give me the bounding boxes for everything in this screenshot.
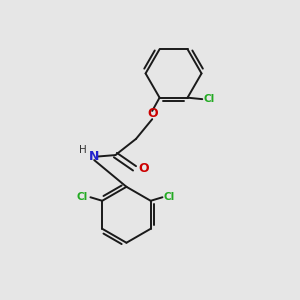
Text: O: O (138, 162, 149, 175)
Text: N: N (89, 150, 99, 163)
Text: Cl: Cl (164, 192, 175, 202)
Text: H: H (80, 145, 87, 155)
Text: Cl: Cl (76, 192, 88, 202)
Text: Cl: Cl (204, 94, 215, 104)
Text: O: O (147, 107, 158, 120)
